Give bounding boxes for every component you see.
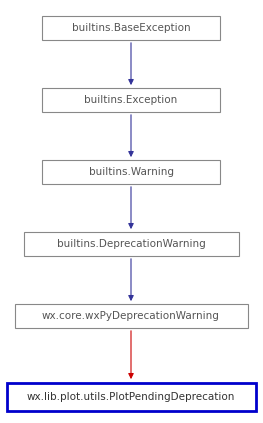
FancyBboxPatch shape [23,232,239,256]
FancyBboxPatch shape [7,383,255,411]
Text: builtins.Warning: builtins.Warning [89,167,174,177]
Text: builtins.BaseException: builtins.BaseException [72,23,190,33]
FancyBboxPatch shape [42,88,220,112]
FancyBboxPatch shape [42,16,220,40]
Text: builtins.Exception: builtins.Exception [84,95,178,105]
FancyBboxPatch shape [42,160,220,184]
Text: wx.lib.plot.utils.PlotPendingDeprecation: wx.lib.plot.utils.PlotPendingDeprecation [27,392,235,402]
FancyBboxPatch shape [14,304,247,328]
Text: wx.core.wxPyDeprecationWarning: wx.core.wxPyDeprecationWarning [42,311,220,321]
Text: builtins.DeprecationWarning: builtins.DeprecationWarning [57,239,205,249]
